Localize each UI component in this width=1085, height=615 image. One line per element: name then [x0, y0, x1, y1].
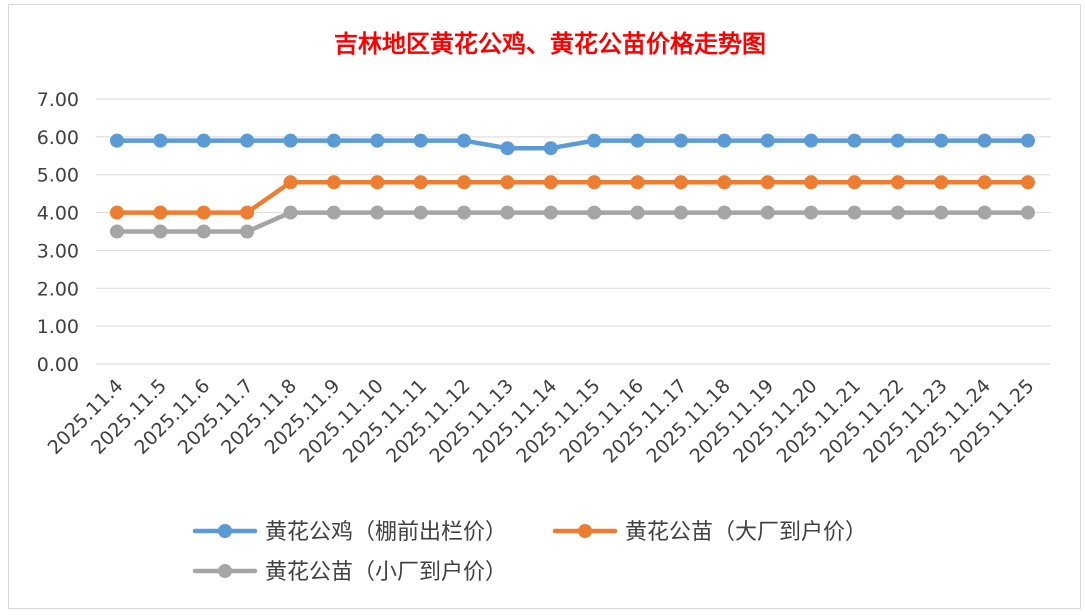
data-point: [196, 224, 211, 239]
data-point: [153, 133, 168, 148]
data-point: [153, 205, 168, 220]
data-point: [673, 175, 688, 190]
data-point: [500, 205, 515, 220]
data-point: [717, 133, 732, 148]
line-chart: 吉林地区黄花公鸡、黄花公苗价格走势图 0.00 1.00 2.00 3.00 4.00 5…: [37, 30, 1051, 585]
data-point: [326, 205, 341, 220]
data-point: [804, 205, 819, 220]
legend-swatch-marker: [218, 564, 232, 578]
y-tick-label: 4.00: [37, 203, 79, 225]
x-axis-ticks: 2025.11.42025.11.52025.11.62025.11.72025…: [44, 375, 1039, 467]
legend: 黄花公鸡（棚前出栏价） 黄花公苗（大厂到户价） 黄花公苗（小厂到户价）: [192, 520, 867, 585]
data-point: [630, 205, 645, 220]
y-tick-label: 7.00: [37, 89, 79, 111]
data-point: [457, 133, 472, 148]
data-point: [413, 205, 428, 220]
chart-frame: 吉林地区黄花公鸡、黄花公苗价格走势图 0.00 1.00 2.00 3.00 4.00 5…: [8, 4, 1081, 609]
data-point: [1021, 175, 1035, 190]
legend-swatch-marker: [218, 524, 232, 538]
data-point: [673, 205, 688, 220]
data-point: [196, 205, 211, 220]
legend-label: 黄花公苗（小厂到户价）: [265, 560, 507, 585]
data-point: [457, 205, 472, 220]
data-point: [283, 175, 298, 190]
y-tick-label: 0.00: [37, 354, 79, 376]
y-tick-label: 6.00: [37, 127, 79, 149]
y-tick-label: 3.00: [37, 240, 79, 262]
data-point: [630, 175, 645, 190]
data-point: [934, 205, 949, 220]
y-axis-ticks: 0.00 1.00 2.00 3.00 4.00 5.00 6.00 7.00: [37, 89, 79, 376]
data-point: [847, 133, 862, 148]
data-point: [543, 205, 558, 220]
data-point: [413, 133, 428, 148]
data-point: [717, 205, 732, 220]
data-point: [760, 133, 775, 148]
data-point: [326, 133, 341, 148]
data-point: [370, 205, 385, 220]
data-point: [110, 133, 124, 148]
data-point: [847, 175, 862, 190]
data-point: [240, 205, 255, 220]
series-1: [110, 133, 1035, 156]
series-line: [114, 210, 1031, 234]
data-point: [977, 175, 992, 190]
data-point: [890, 205, 905, 220]
series-lines: [110, 133, 1035, 239]
data-point: [804, 133, 819, 148]
legend-label: 黄花公鸡（棚前出栏价）: [265, 520, 507, 545]
data-point: [977, 133, 992, 148]
legend-item: 黄花公鸡（棚前出栏价）: [192, 520, 507, 545]
data-point: [587, 205, 602, 220]
data-point: [283, 133, 298, 148]
data-point: [587, 133, 602, 148]
data-point: [630, 133, 645, 148]
data-point: [1021, 205, 1035, 220]
legend-item: 黄花公苗（小厂到户价）: [192, 560, 507, 585]
data-point: [543, 175, 558, 190]
series-3: [110, 205, 1035, 239]
data-point: [240, 133, 255, 148]
data-point: [934, 133, 949, 148]
series-line: [114, 180, 1031, 215]
data-point: [977, 205, 992, 220]
series-2: [110, 175, 1035, 220]
data-point: [326, 175, 341, 190]
data-point: [110, 224, 124, 239]
data-point: [413, 175, 428, 190]
data-point: [760, 205, 775, 220]
data-point: [196, 133, 211, 148]
data-point: [717, 175, 732, 190]
data-point: [1021, 133, 1035, 148]
data-point: [457, 175, 472, 190]
series-line: [114, 138, 1031, 151]
data-point: [240, 224, 255, 239]
data-point: [934, 175, 949, 190]
y-tick-label: 5.00: [37, 165, 79, 187]
data-point: [370, 133, 385, 148]
data-point: [500, 141, 515, 156]
data-point: [890, 133, 905, 148]
y-tick-label: 2.00: [37, 278, 79, 300]
legend-item: 黄花公苗（大厂到户价）: [552, 520, 867, 545]
chart-title: 吉林地区黄花公鸡、黄花公苗价格走势图: [334, 30, 766, 58]
data-point: [760, 175, 775, 190]
data-point: [587, 175, 602, 190]
y-tick-label: 1.00: [37, 316, 79, 338]
data-point: [673, 133, 688, 148]
data-point: [890, 175, 905, 190]
legend-swatch-marker: [578, 524, 592, 538]
data-point: [110, 205, 124, 220]
data-point: [847, 205, 862, 220]
data-point: [283, 205, 298, 220]
data-point: [153, 224, 168, 239]
data-point: [543, 141, 558, 156]
data-point: [804, 175, 819, 190]
legend-label: 黄花公苗（大厂到户价）: [625, 520, 867, 545]
data-point: [500, 175, 515, 190]
data-point: [370, 175, 385, 190]
